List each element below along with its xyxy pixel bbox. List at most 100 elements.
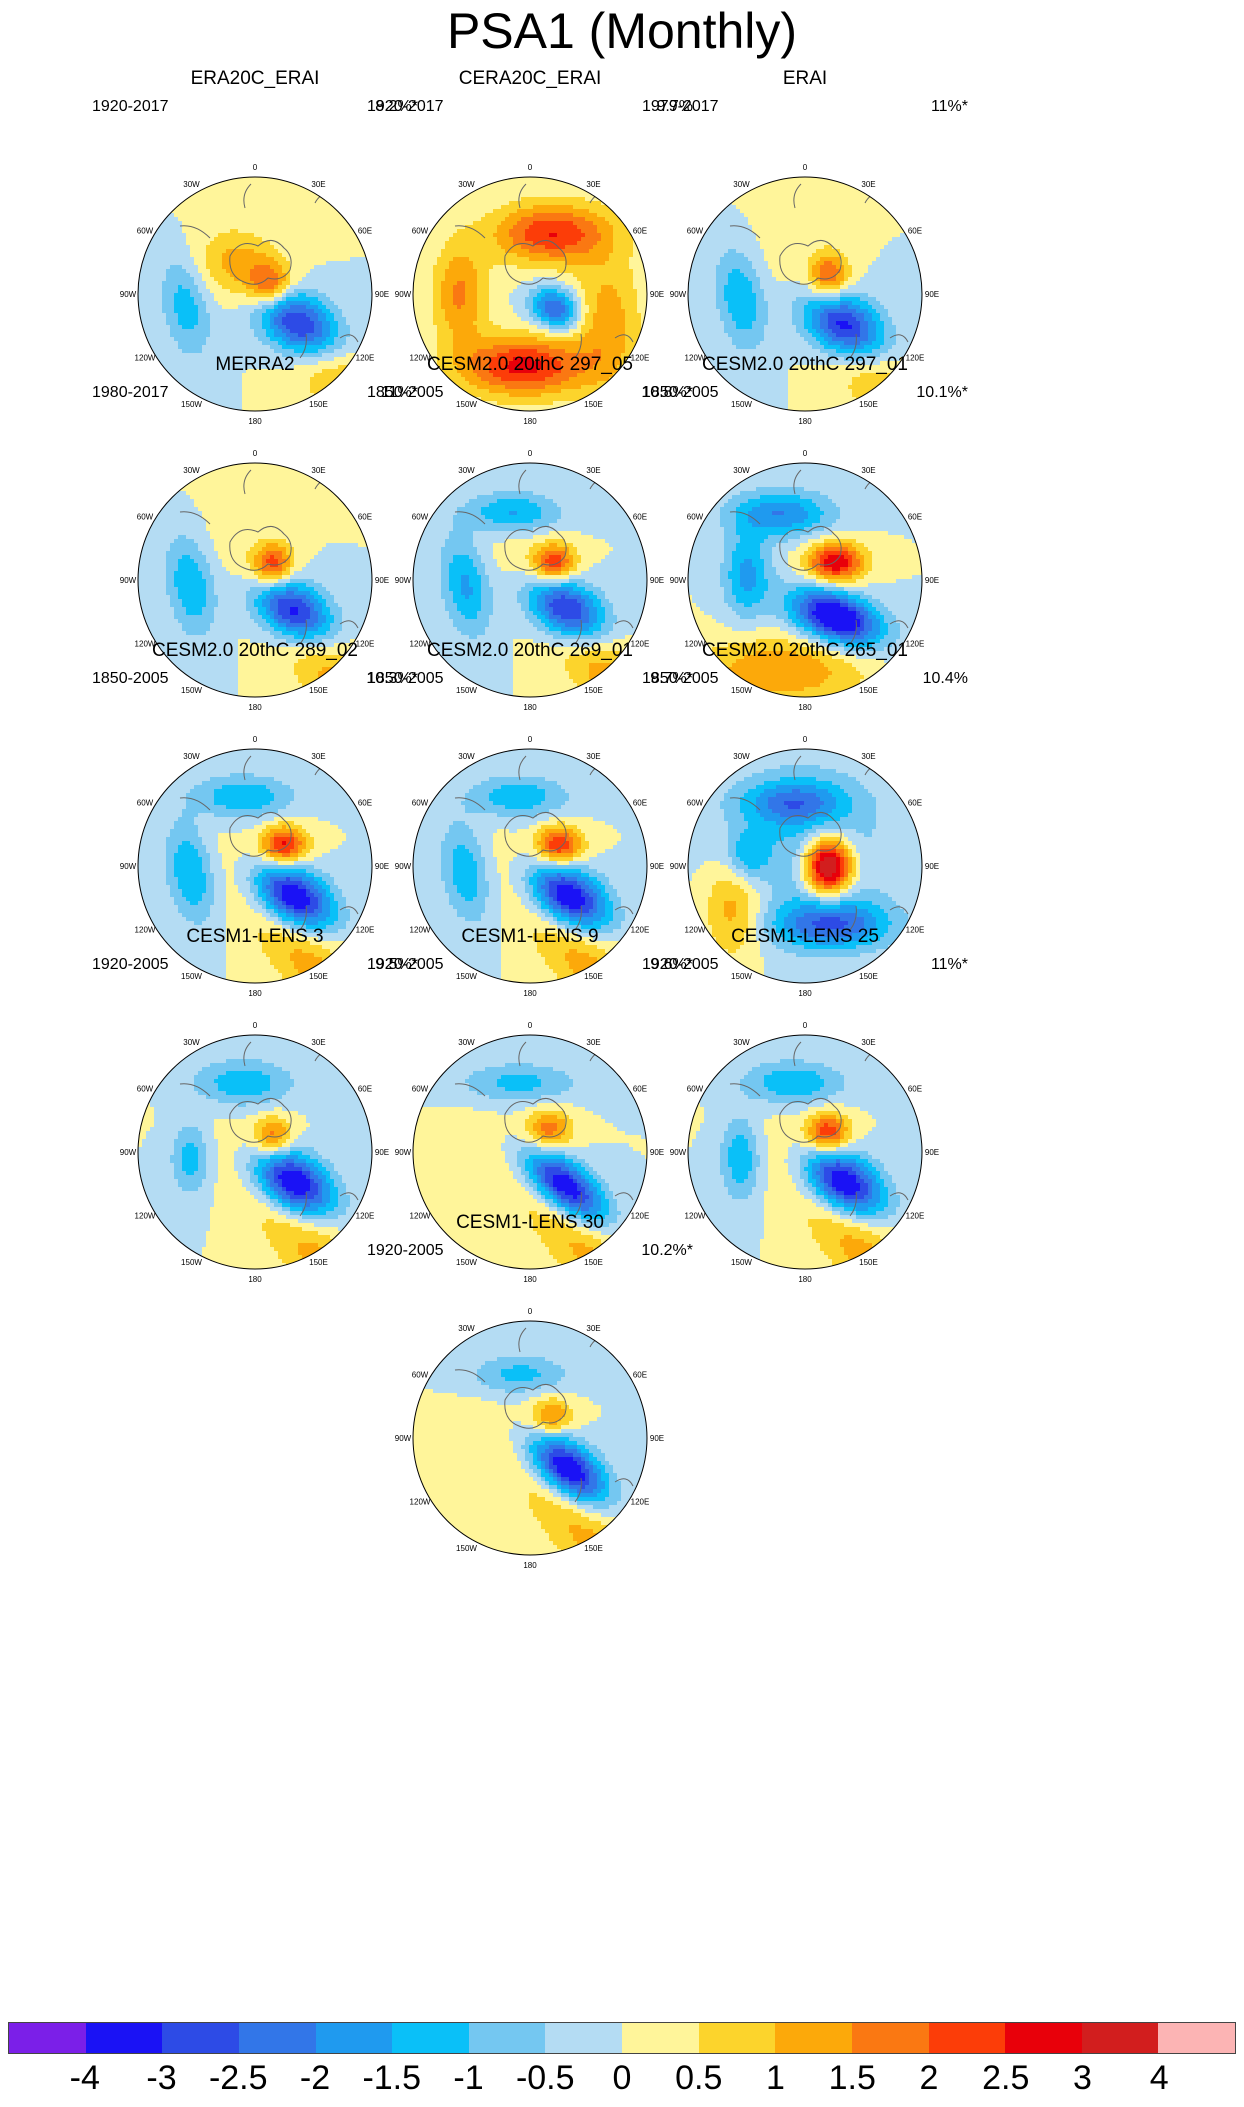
- longitude-label: 120E: [906, 640, 925, 649]
- longitude-label: 120W: [410, 926, 431, 935]
- colorbar-label: -1: [453, 2056, 483, 2100]
- longitude-label: 150W: [181, 972, 202, 981]
- longitude-label: 90E: [650, 1434, 664, 1443]
- longitude-label: 0: [253, 163, 258, 172]
- longitude-label: 90E: [375, 576, 389, 585]
- map-border: [137, 748, 373, 984]
- longitude-label: 90W: [395, 290, 412, 299]
- longitude-label: 90W: [395, 862, 412, 871]
- longitude-label: 60E: [908, 513, 922, 522]
- colorbar-label: 0.5: [675, 2056, 722, 2100]
- longitude-label: 30W: [733, 180, 750, 189]
- longitude-label: 150W: [456, 686, 477, 695]
- longitude-label: 120E: [356, 640, 375, 649]
- longitude-label: 30E: [311, 752, 325, 761]
- longitude-label: 180: [248, 989, 262, 998]
- longitude-label: 60W: [412, 799, 429, 808]
- polar-map: 0 30E 60E 90E 120E 150E 180 150W 120W 90W 60W 30W: [120, 163, 389, 426]
- longitude-label: 180: [523, 1275, 537, 1284]
- contour-field: [688, 1035, 922, 1269]
- longitude-label: 0: [528, 1307, 533, 1316]
- map-panel: 0 30E 60E 90E 120E 150E 180 150W 120W 90W 60W 30W CE…: [620, 354, 990, 734]
- longitude-label: 120W: [410, 354, 431, 363]
- longitude-label: 120E: [356, 1212, 375, 1221]
- panel-variance: 9.7%*: [650, 670, 693, 688]
- longitude-label: 90E: [650, 576, 664, 585]
- panel-title: CESM1-LENS 25: [620, 926, 990, 948]
- longitude-label: 30E: [311, 1038, 325, 1047]
- longitude-label: 30E: [861, 180, 875, 189]
- longitude-label: 0: [253, 1021, 258, 1030]
- polar-map: 0 30E 60E 90E 120E 150E 180 150W 120W 90W 60W 30W: [670, 449, 939, 712]
- panel-period: 1850-2005: [367, 384, 444, 402]
- colorbar-swatch: [622, 2023, 699, 2053]
- longitude-label: 120E: [631, 1212, 650, 1221]
- longitude-label: 30E: [586, 180, 600, 189]
- panel-title: CESM1-LENS 3: [70, 926, 440, 948]
- longitude-label: 30W: [183, 180, 200, 189]
- colorbar-label: -1.5: [362, 2056, 421, 2100]
- panel-variance: 10.3%*: [366, 670, 418, 688]
- panel-title: CESM2.0 20thC 297_05: [345, 354, 715, 376]
- colorbar-swatch: [468, 2023, 546, 2053]
- longitude-label: 180: [798, 1275, 812, 1284]
- longitude-label: 90W: [395, 576, 412, 585]
- longitude-label: 60E: [358, 1085, 372, 1094]
- panel-variance: 9.5%*: [375, 956, 418, 974]
- map-panel: 0 30E 60E 90E 120E 150E 180 150W 120W 90W 60W 30W CE…: [70, 640, 440, 1020]
- panel-variance: 11%*: [931, 956, 968, 974]
- polar-map: 0 30E 60E 90E 120E 150E 180 150W 120W 90W 60W 30W: [670, 1021, 939, 1284]
- longitude-label: 120E: [631, 926, 650, 935]
- map-border: [412, 1034, 648, 1270]
- longitude-label: 180: [798, 703, 812, 712]
- panel-period: 1920-2005: [92, 956, 169, 974]
- longitude-label: 30E: [586, 752, 600, 761]
- panel-period: 1850-2005: [642, 384, 719, 402]
- map-border: [687, 462, 923, 698]
- longitude-label: 180: [248, 417, 262, 426]
- figure-title: PSA1 (Monthly): [0, 2, 1244, 60]
- colorbar-swatch: [392, 2023, 469, 2053]
- contour-field: [688, 749, 922, 983]
- longitude-label: 120W: [685, 1212, 706, 1221]
- panel-period: 1920-2005: [367, 956, 444, 974]
- panel-period: 1920-2017: [92, 98, 169, 116]
- panel-variance: 11%*: [381, 384, 418, 402]
- longitude-label: 150W: [731, 1258, 752, 1267]
- longitude-label: 60W: [687, 799, 704, 808]
- longitude-label: 120W: [135, 640, 156, 649]
- colorbar-label: 0: [613, 2056, 632, 2100]
- longitude-label: 60W: [137, 227, 154, 236]
- longitude-label: 180: [523, 1561, 537, 1570]
- panel-period: 1920-2017: [367, 98, 444, 116]
- panel-period: 1920-2005: [642, 956, 719, 974]
- map-border: [687, 748, 923, 984]
- colorbar-swatch: [775, 2023, 852, 2053]
- longitude-label: 60E: [908, 227, 922, 236]
- longitude-label: 120W: [685, 354, 706, 363]
- longitude-label: 90W: [670, 290, 687, 299]
- longitude-label: 30E: [311, 180, 325, 189]
- longitude-label: 60W: [412, 1085, 429, 1094]
- longitude-label: 90E: [925, 862, 939, 871]
- longitude-label: 150W: [181, 400, 202, 409]
- longitude-label: 120W: [410, 640, 431, 649]
- longitude-label: 150W: [731, 686, 752, 695]
- longitude-label: 150W: [456, 400, 477, 409]
- longitude-label: 60W: [687, 227, 704, 236]
- longitude-label: 30E: [861, 752, 875, 761]
- longitude-label: 90W: [670, 1148, 687, 1157]
- longitude-label: 120E: [356, 926, 375, 935]
- longitude-label: 90E: [375, 290, 389, 299]
- longitude-label: 120W: [410, 1498, 431, 1507]
- longitude-label: 150E: [584, 1258, 603, 1267]
- longitude-label: 30E: [861, 1038, 875, 1047]
- colorbar-swatch: [85, 2023, 163, 2053]
- map-panel: 0 30E 60E 90E 120E 150E 180 150W 120W 90W 60W 30W CE…: [70, 926, 440, 1306]
- panel-variance: 10.4%: [923, 670, 968, 688]
- longitude-label: 90W: [670, 862, 687, 871]
- panel-period: 1920-2005: [367, 1242, 444, 1260]
- longitude-label: 60E: [633, 1371, 647, 1380]
- longitude-label: 60W: [137, 1085, 154, 1094]
- longitude-label: 30W: [733, 1038, 750, 1047]
